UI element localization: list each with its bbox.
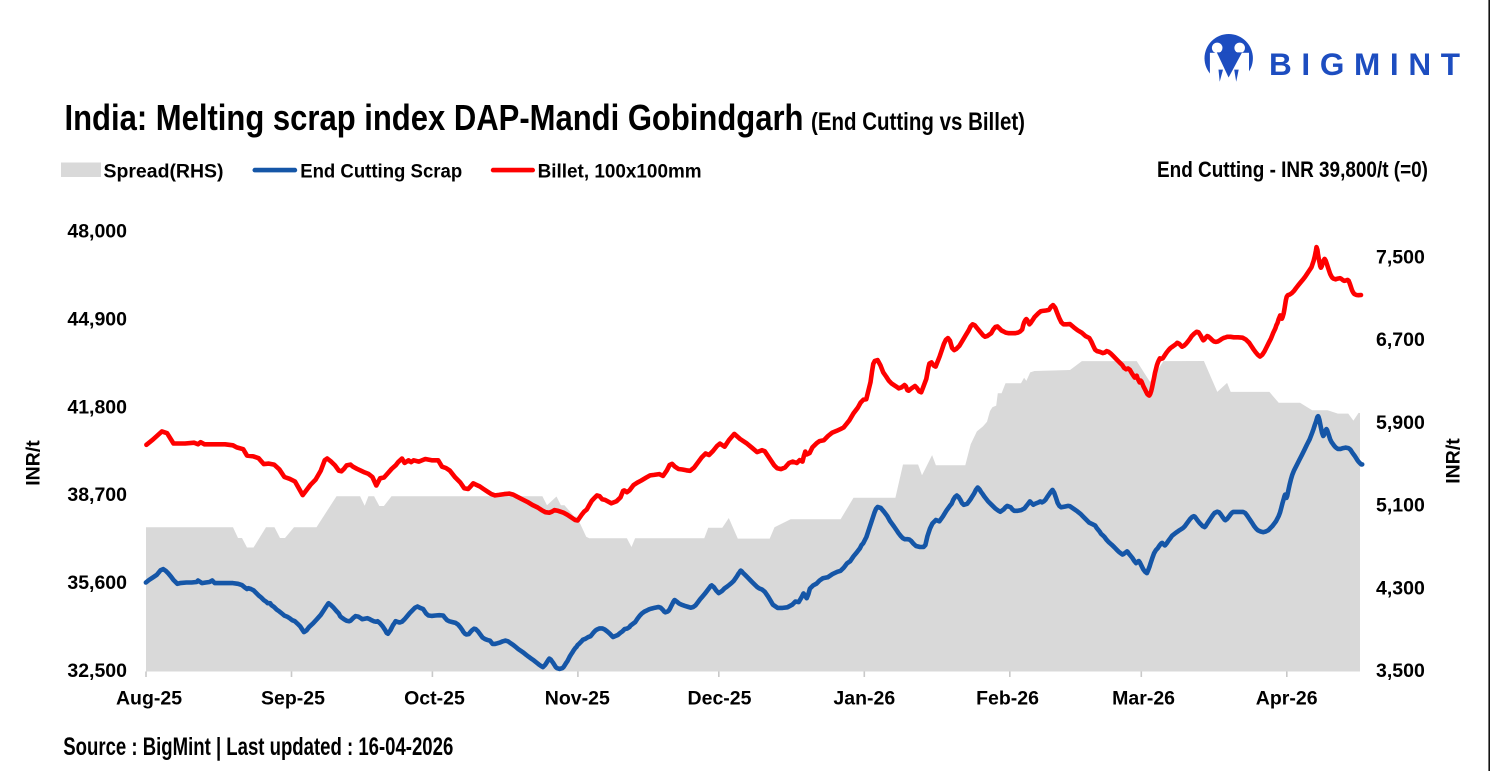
svg-text:3,500: 3,500 — [1376, 660, 1425, 682]
svg-text:Oct-25: Oct-25 — [404, 688, 465, 710]
svg-text:Dec-25: Dec-25 — [688, 688, 752, 710]
svg-text:Feb-26: Feb-26 — [976, 688, 1039, 710]
svg-text:End Cutting - INR 39,800/t (=0: End Cutting - INR 39,800/t (=0) — [1157, 157, 1428, 182]
svg-text:INR/t: INR/t — [23, 440, 45, 486]
svg-text:(End Cutting vs Billet): (End Cutting vs Billet) — [811, 108, 1025, 136]
svg-text:India: Melting scrap index DAP: India: Melting scrap index DAP-Mandi Gob… — [65, 97, 804, 138]
svg-text:5,900: 5,900 — [1376, 412, 1425, 434]
svg-text:Mar-26: Mar-26 — [1112, 688, 1175, 710]
svg-text:INR/t: INR/t — [1443, 438, 1465, 484]
svg-text:32,500: 32,500 — [67, 660, 127, 682]
svg-text:Aug-25: Aug-25 — [116, 688, 182, 710]
svg-text:Jan-26: Jan-26 — [833, 688, 895, 710]
svg-text:41,800: 41,800 — [67, 396, 127, 418]
svg-text:Billet, 100x100mm: Billet, 100x100mm — [538, 160, 702, 182]
svg-text:7,500: 7,500 — [1376, 246, 1425, 268]
svg-text:38,700: 38,700 — [67, 484, 127, 506]
svg-text:Sep-25: Sep-25 — [261, 688, 325, 710]
svg-text:35,600: 35,600 — [67, 572, 127, 594]
svg-text:BIGMINT: BIGMINT — [1269, 46, 1460, 82]
svg-text:5,100: 5,100 — [1376, 495, 1425, 517]
svg-text:6,700: 6,700 — [1376, 329, 1425, 351]
svg-text:44,900: 44,900 — [67, 309, 127, 331]
svg-text:Source : BigMint | Last update: Source : BigMint | Last updated : 16-04-… — [63, 733, 453, 761]
svg-text:Spread(RHS): Spread(RHS) — [104, 160, 224, 182]
svg-text:End Cutting Scrap: End Cutting Scrap — [300, 160, 462, 182]
svg-text:Apr-26: Apr-26 — [1256, 688, 1318, 710]
svg-text:48,000: 48,000 — [67, 221, 127, 243]
svg-text:Nov-25: Nov-25 — [545, 688, 610, 710]
svg-text:4,300: 4,300 — [1376, 577, 1425, 599]
